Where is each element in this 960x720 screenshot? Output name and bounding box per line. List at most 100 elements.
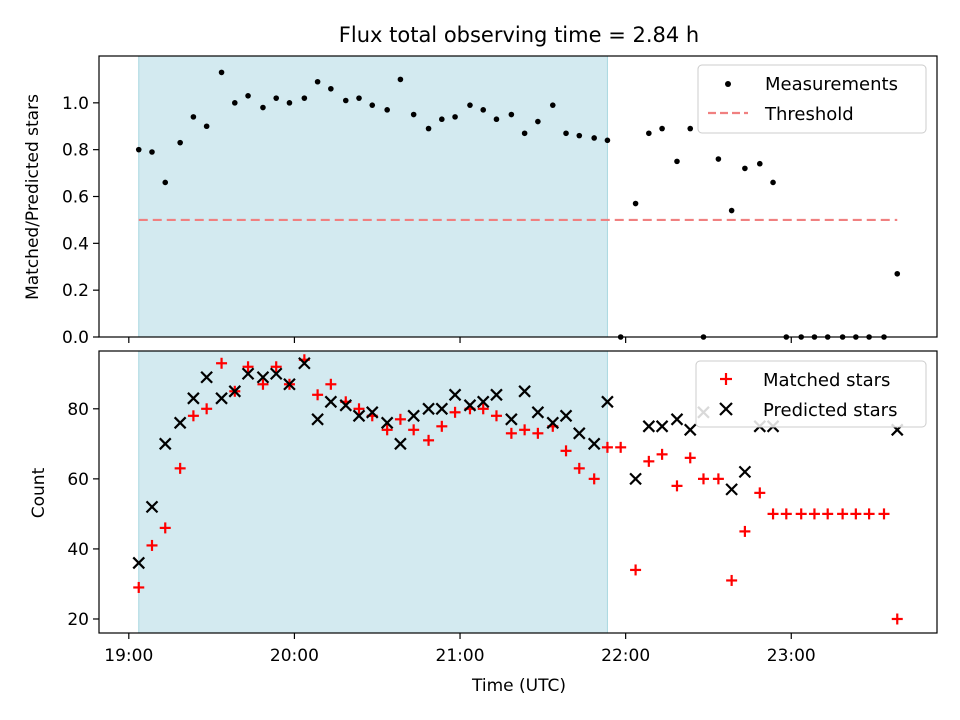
matched-star-point	[394, 413, 406, 425]
y-tick-label: 1.0	[62, 94, 89, 114]
matched-star-point	[187, 410, 199, 422]
matched-star-point	[325, 378, 337, 390]
measurement-point	[687, 125, 694, 132]
top-y-axis-label: Matched/Predicted stars	[23, 94, 43, 300]
measurement-point	[314, 78, 321, 85]
predicted-star-point	[463, 399, 477, 412]
measurement-point	[659, 125, 665, 132]
matched-star-point	[560, 445, 572, 457]
matched-star-point	[146, 539, 158, 551]
matched-star-point	[863, 508, 875, 520]
star-count-series	[132, 354, 904, 625]
matched-star-point	[490, 410, 502, 422]
predicted-star-point	[518, 385, 531, 398]
predicted-star-point	[629, 472, 642, 486]
predicted-star-point	[531, 406, 545, 419]
predicted-star-point	[228, 385, 242, 398]
measurement-point	[549, 102, 556, 108]
measurement-point	[328, 85, 334, 92]
measurement-point	[397, 76, 404, 83]
predicted-star-point	[339, 399, 353, 412]
measurement-point	[493, 116, 500, 123]
bottom-plot-frame	[98, 350, 938, 634]
matched-star-point	[216, 357, 228, 369]
x-tick-label: 21:00	[436, 646, 485, 666]
measurement-point	[260, 104, 266, 111]
predicted-star-point	[324, 395, 338, 409]
matched-star-point	[808, 508, 820, 520]
predicted-star-point	[422, 402, 435, 416]
matched-star-point	[726, 574, 738, 586]
predicted-star-point	[407, 409, 420, 423]
legend-measurements-label: Measurements	[765, 74, 898, 95]
matched-star-point	[201, 403, 213, 415]
predicted-star-point	[572, 427, 586, 440]
measurement-point	[894, 270, 901, 277]
matched-star-point	[643, 455, 655, 467]
measurement-point	[480, 107, 487, 113]
predicted-star-point	[642, 420, 656, 433]
measurement-point	[770, 179, 776, 186]
measurement-point	[425, 125, 432, 132]
matched-star-point	[436, 420, 448, 432]
matched-star-point	[671, 480, 683, 492]
predicted-star-point	[241, 367, 255, 381]
predicted-star-point	[200, 370, 213, 384]
matched-star-point	[601, 441, 613, 453]
measurement-point	[467, 102, 473, 108]
y-tick-label: 0.4	[62, 234, 89, 254]
measurement-point	[410, 111, 417, 118]
measurement-point	[563, 130, 569, 137]
predicted-star-point	[187, 392, 200, 405]
matched-star-point	[656, 448, 668, 460]
predicted-star-point	[158, 437, 172, 451]
top-legend-box	[697, 64, 927, 134]
matched-star-point	[767, 508, 779, 520]
matched-star-point	[712, 473, 724, 485]
predicted-star-point	[215, 392, 228, 405]
y-tick-label: 0.8	[62, 141, 89, 161]
measurement-point	[535, 118, 541, 125]
predicted-star-point	[490, 388, 503, 402]
matched-star-point	[837, 508, 849, 520]
predicted-star-point	[725, 483, 738, 496]
measurement-point	[742, 165, 748, 172]
predicted-star-point	[559, 409, 573, 423]
top-panel-flux-ratio: Flux total observing time = 2.84 h 0.00.…	[23, 23, 938, 348]
matched-star-point	[754, 487, 766, 499]
legend-matched-label: Matched stars	[763, 370, 890, 391]
measurement-point	[149, 149, 155, 155]
predicted-star-point	[352, 409, 366, 423]
matched-star-point	[891, 613, 903, 625]
predicted-star-point	[448, 388, 462, 402]
matched-star-point	[878, 508, 890, 520]
measurement-point	[232, 100, 238, 106]
matched-star-point	[312, 389, 324, 401]
matched-star-point	[242, 361, 254, 373]
legend-predicted-label: Predicted stars	[763, 400, 897, 421]
matched-star-point	[573, 462, 585, 474]
matched-star-point	[270, 361, 282, 373]
matched-star-point	[408, 424, 420, 436]
predicted-star-point	[435, 402, 449, 416]
matched-star-point	[505, 427, 517, 439]
matched-star-point	[174, 462, 186, 474]
measurement-point	[384, 107, 390, 113]
measurement-point	[674, 158, 680, 165]
matched-star-point	[532, 427, 544, 439]
predicted-star-point	[283, 378, 296, 391]
measurement-point	[177, 139, 183, 146]
measurement-point	[203, 123, 210, 130]
observing-window-shade-bottom	[138, 350, 608, 634]
bottom-y-axis-label: Count	[29, 467, 49, 518]
measurement-point	[715, 156, 722, 162]
measurement-point	[756, 160, 763, 167]
matched-star-point	[423, 434, 435, 446]
predicted-star-point	[601, 395, 614, 409]
matched-star-point	[780, 508, 792, 520]
measurement-point	[576, 132, 583, 139]
measurement-point	[301, 95, 308, 101]
predicted-star-point	[683, 423, 697, 437]
top-legend: Measurements Threshold	[697, 64, 927, 134]
